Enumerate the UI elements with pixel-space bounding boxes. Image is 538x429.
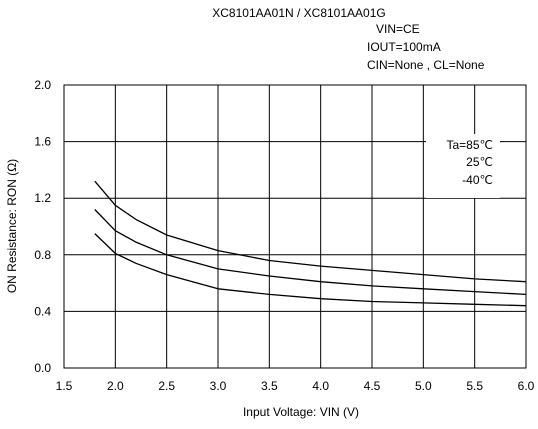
x-tick-label: 5.0 bbox=[415, 379, 432, 393]
series-line-25c bbox=[94, 209, 527, 296]
x-tick-labels: 1.5 2.0 2.5 3.0 3.5 4.0 4.5 5.0 5.5 6.0 bbox=[56, 379, 535, 393]
series-lines bbox=[94, 180, 527, 307]
grid bbox=[63, 84, 527, 369]
series-line-minus40c bbox=[94, 233, 527, 307]
x-tick-label: 1.5 bbox=[56, 379, 73, 393]
legend-item-25c: 25℃ bbox=[466, 155, 493, 169]
y-tick-label: 1.6 bbox=[34, 135, 51, 149]
chart-title: XC8101AA01N / XC8101AA01G bbox=[212, 6, 385, 20]
condition-iout: IOUT=100mA bbox=[367, 40, 441, 54]
x-tick-label: 6.0 bbox=[518, 379, 535, 393]
x-tick-label: 3.5 bbox=[261, 379, 278, 393]
y-tick-labels: 0.0 0.4 0.8 1.2 1.6 2.0 bbox=[34, 78, 51, 375]
x-tick-label: 4.5 bbox=[364, 379, 381, 393]
legend-item-minus40c: -40℃ bbox=[462, 173, 493, 187]
x-tick-label: 2.0 bbox=[107, 379, 124, 393]
condition-vin: VIN=CE bbox=[376, 22, 420, 36]
legend-item-85c: Ta=85℃ bbox=[446, 138, 493, 152]
x-tick-label: 2.5 bbox=[158, 379, 175, 393]
x-tick-label: 3.0 bbox=[210, 379, 227, 393]
series-line-85c bbox=[94, 180, 527, 283]
legend-box bbox=[426, 134, 500, 198]
y-tick-label: 2.0 bbox=[34, 78, 51, 92]
x-tick-label: 4.0 bbox=[312, 379, 329, 393]
x-tick-label: 5.5 bbox=[466, 379, 483, 393]
y-axis-label: ON Resistance: RON (Ω) bbox=[5, 159, 19, 293]
y-tick-label: 1.2 bbox=[34, 191, 51, 205]
y-tick-label: 0.8 bbox=[34, 248, 51, 262]
x-axis-label: Input Voltage: VIN (V) bbox=[243, 405, 359, 419]
y-tick-label: 0.4 bbox=[34, 304, 51, 318]
plot-frame bbox=[63, 84, 527, 369]
condition-cap: CIN=None , CL=None bbox=[367, 58, 485, 72]
y-tick-label: 0.0 bbox=[34, 361, 51, 375]
